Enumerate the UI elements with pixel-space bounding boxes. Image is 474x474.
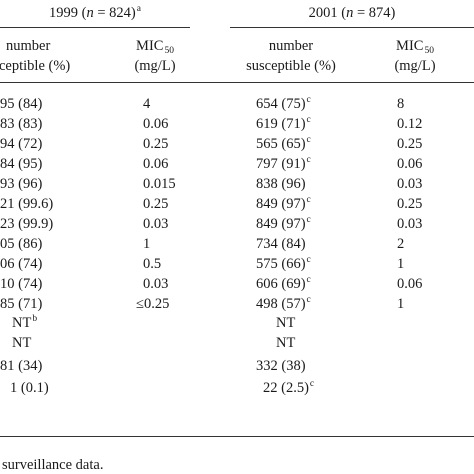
table-cell-number-1999: 84 (95) [0,156,43,172]
table-cell-number-2001: 565 (65)c [256,135,311,152]
group-header-2001: 2001 (n = 874) [308,5,396,21]
table-cell-mic-1999: 0.5 [143,256,162,272]
table-cell-number-1999: NT [12,335,32,351]
table-cell-mic-2001: 1 [397,256,405,272]
table-cell-mic-2001: 0.03 [397,176,423,192]
table-cell-number-2001: 849 (97)c [256,215,311,232]
table-cell-number-1999: 85 (71) [0,296,43,312]
col-header-number-1999-line1: number [6,38,51,54]
table-cell-mic-1999: 0.06 [143,156,169,172]
table-cell-number-2001: NT [276,315,296,331]
table-cell-mic-1999: 4 [143,96,151,112]
table-cell-mic-2001: 0.06 [397,276,423,292]
table-cell-mic-2001: 8 [397,96,405,112]
group-header-1999: 1999 (n = 824)a [49,4,141,21]
table-cell-number-1999: 21 (99.6) [0,196,54,212]
table-cell-number-1999: 94 (72) [0,136,43,152]
table-cell-mic-1999: 0.25 [143,196,169,212]
table-cell-mic-2001: 0.12 [397,116,423,132]
table-cell-mic-1999: 0.25 [143,136,169,152]
table-cell-number-1999: 83 (83) [0,116,43,132]
table-cell-number-2001: 849 (97)c [256,195,311,212]
col-header-number-2001-line1: number [268,38,314,54]
table-cell-mic-2001: 0.06 [397,156,423,172]
table-cell-number-2001: 797 (91)c [256,155,311,172]
col-header-mic-1999: MIC50 [136,38,174,56]
table-cell-mic-2001: 0.25 [397,196,423,212]
table-cell-mic-1999: ≤0.25 [136,296,170,312]
table-cell-number-2001: 838 (96) [256,176,306,192]
table-cell-number-1999: 1 (0.1) [10,380,49,396]
table-cell-number-1999: 05 (86) [0,236,43,252]
table-cell-number-1999: 95 (84) [0,96,43,112]
table-cell-number-1999: 23 (99.9) [0,216,54,232]
group-rule-1999 [0,27,190,28]
group-rule-2001 [230,27,474,28]
table-cell-number-2001: 606 (69)c [256,275,311,292]
table-cell-number-2001: 654 (75)c [256,95,311,112]
table-cell-mic-1999: 0.03 [143,216,169,232]
col-header-number-1999-line2: ceptible (%) [0,58,71,74]
table-cell-number-2001: 575 (66)c [256,255,311,272]
header-rule [0,82,474,83]
col-header-mic-unit-2001: (mg/L) [394,58,436,74]
table-cell-mic-1999: 1 [143,236,151,252]
table-cell-number-1999: 10 (74) [0,276,43,292]
table-cell-mic-2001: 0.25 [397,136,423,152]
table-cell-number-1999: 06 (74) [0,256,43,272]
table-cell-number-2001: NT [276,335,296,351]
col-header-mic-2001: MIC50 [396,38,434,56]
table-cell-number-2001: 619 (71)c [256,115,311,132]
table-cell-number-1999: 81 (34) [0,358,43,374]
table-cell-number-2001: 332 (38) [256,358,306,374]
table-cell-number-2001: 734 (84) [256,236,306,252]
col-header-number-2001-line2: susceptible (%) [246,58,336,74]
footnote: surveillance data. [2,457,104,473]
table-cell-number-2001: 498 (57)c [256,295,311,312]
table-cell-number-1999: 93 (96) [0,176,43,192]
table-cell-mic-1999: 0.015 [143,176,176,192]
col-header-mic-unit-1999: (mg/L) [134,58,176,74]
table-cell-mic-2001: 0.03 [397,216,423,232]
table-cell-mic-2001: 2 [397,236,405,252]
table-cell-number-2001: 22 (2.5)c [263,379,315,396]
table-cell-mic-1999: 0.06 [143,116,169,132]
table-cell-number-1999: NTb [12,314,38,331]
table-cell-mic-1999: 0.03 [143,276,169,292]
table-cell-mic-2001: 1 [397,296,405,312]
bottom-rule [0,436,474,437]
